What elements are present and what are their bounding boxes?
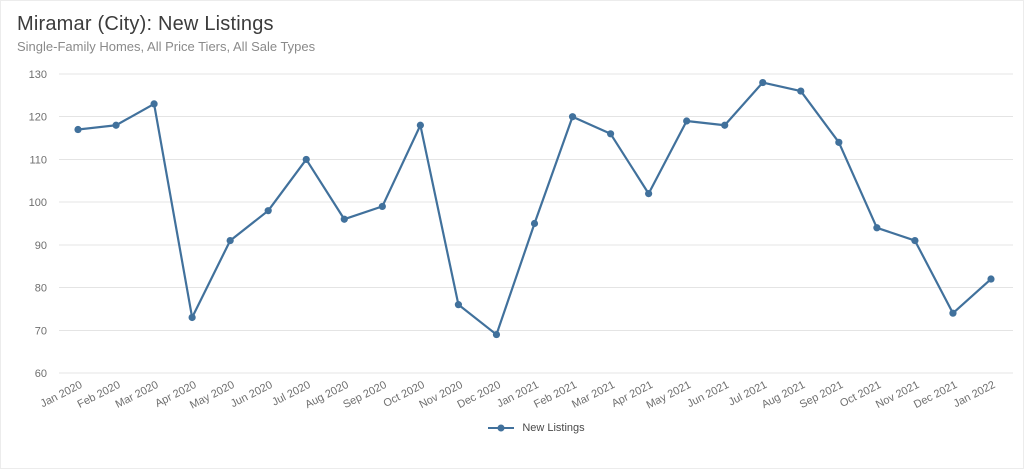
x-axis-tick-label: Sep 2020 xyxy=(341,379,388,411)
legend-item-new-listings[interactable]: New Listings xyxy=(487,422,585,434)
y-axis-tick-label: 130 xyxy=(29,69,47,81)
data-point[interactable] xyxy=(74,125,82,134)
y-axis-tick-label: 110 xyxy=(29,154,47,166)
data-point[interactable] xyxy=(987,275,995,283)
data-point[interactable] xyxy=(645,190,653,198)
data-point[interactable] xyxy=(873,224,881,232)
data-point[interactable] xyxy=(302,155,310,164)
data-point[interactable] xyxy=(150,100,158,108)
legend-line-marker-icon xyxy=(488,424,515,432)
data-point[interactable] xyxy=(530,219,539,228)
data-point[interactable] xyxy=(378,202,386,211)
data-point[interactable] xyxy=(112,121,120,129)
x-axis-tick-label: Sep 2021 xyxy=(798,379,845,411)
chart-legend: New Listings xyxy=(59,422,1013,434)
data-point[interactable] xyxy=(759,78,767,87)
y-axis-tick-label: 80 xyxy=(35,283,47,295)
data-point[interactable] xyxy=(188,313,196,322)
x-axis-tick-label: Dec 2020 xyxy=(455,379,502,411)
chart-subtitle: Single-Family Homes, All Price Tiers, Al… xyxy=(17,39,316,54)
data-point[interactable] xyxy=(226,236,234,245)
data-point[interactable] xyxy=(454,301,463,309)
data-point[interactable] xyxy=(683,117,691,125)
data-point[interactable] xyxy=(264,207,272,215)
x-axis-tick-label: Mar 2021 xyxy=(570,379,617,411)
series-line xyxy=(76,81,993,336)
y-axis-tick-label: 60 xyxy=(35,368,47,380)
y-axis-tick-label: 70 xyxy=(35,325,47,337)
x-axis-tick-label: Mar 2020 xyxy=(114,379,161,411)
x-axis-tick-label: Feb 2020 xyxy=(76,379,123,411)
chart-header: Miramar (City): New Listings Single-Fami… xyxy=(17,13,315,54)
x-axis-tick-label: Jun 2021 xyxy=(685,379,731,410)
x-axis-tick-label: Jan 2022 xyxy=(952,379,998,410)
y-axis-tick-label: 100 xyxy=(29,197,47,209)
data-point[interactable] xyxy=(797,87,805,95)
data-point[interactable] xyxy=(416,121,424,129)
chart-title: Miramar (City): New Listings xyxy=(17,13,274,35)
data-point[interactable] xyxy=(492,330,501,339)
data-point[interactable] xyxy=(721,121,729,129)
data-point[interactable] xyxy=(606,130,615,138)
x-axis-tick-label: Dec 2021 xyxy=(912,379,959,411)
x-axis-tick-label: Jun 2020 xyxy=(229,379,275,410)
x-axis-tick-label: Feb 2021 xyxy=(532,379,579,411)
data-point[interactable] xyxy=(340,215,348,223)
y-axis-tick-label: 120 xyxy=(29,112,47,124)
data-point[interactable] xyxy=(949,309,957,317)
data-point[interactable] xyxy=(568,113,577,121)
legend-label: New Listings xyxy=(522,422,585,434)
data-point[interactable] xyxy=(911,236,919,245)
y-axis-tick-label: 90 xyxy=(35,240,47,252)
data-point[interactable] xyxy=(835,138,843,146)
